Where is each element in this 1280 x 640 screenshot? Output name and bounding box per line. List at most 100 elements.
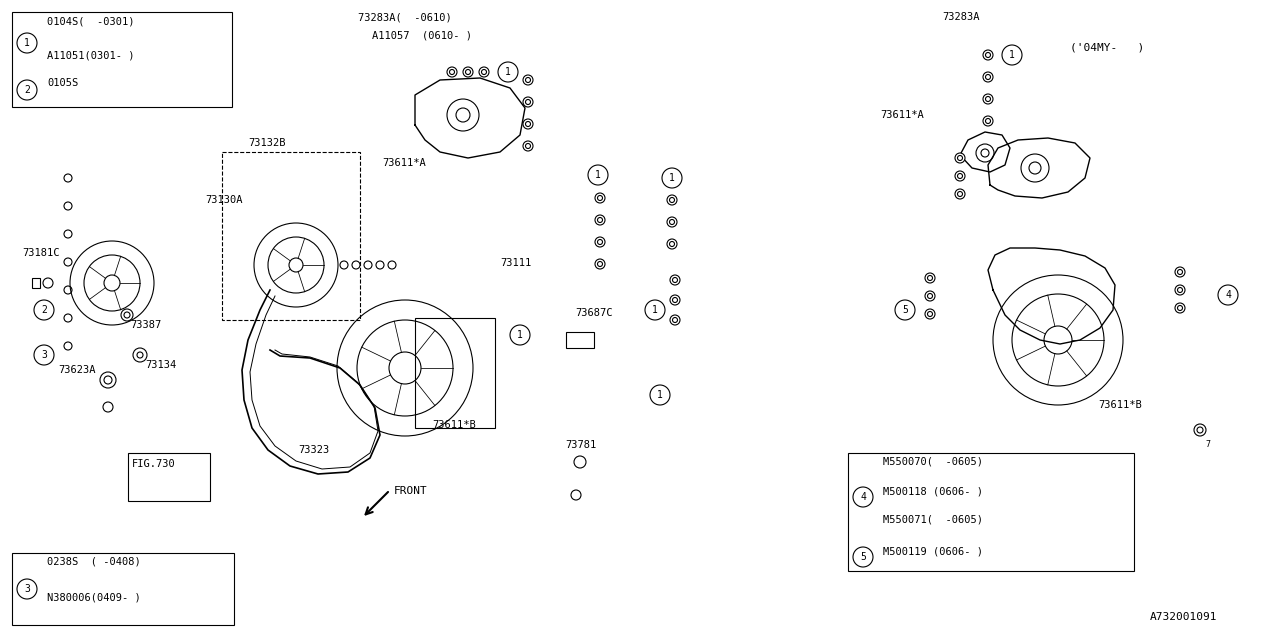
Circle shape bbox=[925, 291, 934, 301]
Circle shape bbox=[667, 239, 677, 249]
Text: 1: 1 bbox=[506, 67, 511, 77]
Text: 1: 1 bbox=[669, 173, 675, 183]
Circle shape bbox=[983, 94, 993, 104]
Text: 73323: 73323 bbox=[298, 445, 329, 455]
Circle shape bbox=[479, 67, 489, 77]
Circle shape bbox=[595, 237, 605, 247]
Circle shape bbox=[64, 286, 72, 294]
Text: 5: 5 bbox=[860, 552, 867, 562]
Circle shape bbox=[595, 259, 605, 269]
Circle shape bbox=[376, 261, 384, 269]
Text: 0104S(  -0301): 0104S( -0301) bbox=[47, 16, 134, 26]
Bar bbox=[849, 453, 1134, 571]
Text: 2: 2 bbox=[41, 305, 47, 315]
Circle shape bbox=[17, 33, 37, 53]
Text: 1: 1 bbox=[1009, 50, 1015, 60]
Circle shape bbox=[1175, 267, 1185, 277]
Text: A11057  (0610- ): A11057 (0610- ) bbox=[372, 30, 472, 40]
Text: 73283A(  -0610): 73283A( -0610) bbox=[358, 12, 452, 22]
Circle shape bbox=[1002, 45, 1021, 65]
Text: M550071(  -0605): M550071( -0605) bbox=[883, 515, 983, 525]
Text: 73387: 73387 bbox=[131, 320, 161, 330]
Bar bbox=[128, 453, 210, 501]
Text: 73134: 73134 bbox=[145, 360, 177, 370]
Circle shape bbox=[498, 62, 518, 82]
Text: ('04MY-   ): ('04MY- ) bbox=[1070, 42, 1144, 52]
Bar bbox=[415, 318, 495, 428]
Text: 3: 3 bbox=[41, 350, 47, 360]
Circle shape bbox=[588, 165, 608, 185]
Text: 73132B: 73132B bbox=[248, 138, 285, 148]
Circle shape bbox=[955, 171, 965, 181]
Circle shape bbox=[895, 300, 915, 320]
Circle shape bbox=[662, 168, 682, 188]
Circle shape bbox=[524, 141, 532, 151]
Bar bbox=[12, 12, 232, 107]
Text: 1: 1 bbox=[657, 390, 663, 400]
Text: 73781: 73781 bbox=[564, 440, 596, 450]
Circle shape bbox=[524, 97, 532, 107]
Circle shape bbox=[64, 342, 72, 350]
Circle shape bbox=[955, 189, 965, 199]
Circle shape bbox=[364, 261, 372, 269]
Bar bbox=[566, 332, 594, 348]
Circle shape bbox=[852, 487, 873, 507]
Circle shape bbox=[669, 275, 680, 285]
Circle shape bbox=[64, 230, 72, 238]
Text: 3: 3 bbox=[24, 584, 29, 594]
Text: A732001091: A732001091 bbox=[1149, 612, 1217, 622]
Text: 2: 2 bbox=[24, 85, 29, 95]
Circle shape bbox=[983, 50, 993, 60]
Text: 73611*B: 73611*B bbox=[1098, 400, 1142, 410]
Circle shape bbox=[667, 195, 677, 205]
Text: A11051(0301- ): A11051(0301- ) bbox=[47, 50, 134, 60]
Text: 73611*A: 73611*A bbox=[881, 110, 924, 120]
Circle shape bbox=[352, 261, 360, 269]
Circle shape bbox=[669, 295, 680, 305]
Text: 4: 4 bbox=[860, 492, 867, 502]
Text: 1: 1 bbox=[517, 330, 524, 340]
Text: 73111: 73111 bbox=[500, 258, 531, 268]
Text: 4: 4 bbox=[1225, 290, 1231, 300]
Text: N380006(0409- ): N380006(0409- ) bbox=[47, 593, 141, 603]
Circle shape bbox=[645, 300, 666, 320]
Circle shape bbox=[463, 67, 474, 77]
Text: 0238S  ( -0408): 0238S ( -0408) bbox=[47, 557, 141, 567]
Text: M500119 (0606- ): M500119 (0606- ) bbox=[883, 546, 983, 556]
Text: 73623A: 73623A bbox=[58, 365, 96, 375]
Text: FIG.730: FIG.730 bbox=[132, 459, 175, 469]
Circle shape bbox=[447, 67, 457, 77]
Text: 1: 1 bbox=[24, 38, 29, 48]
Circle shape bbox=[1175, 303, 1185, 313]
Circle shape bbox=[925, 309, 934, 319]
Text: 0105S: 0105S bbox=[47, 78, 78, 88]
Text: FRONT: FRONT bbox=[394, 486, 428, 496]
Circle shape bbox=[1219, 285, 1238, 305]
Text: 73687C: 73687C bbox=[575, 308, 613, 318]
Text: 73130A: 73130A bbox=[205, 195, 242, 205]
Circle shape bbox=[340, 261, 348, 269]
Text: 73181C: 73181C bbox=[22, 248, 59, 258]
Bar bbox=[12, 553, 234, 625]
Text: 73283A: 73283A bbox=[942, 12, 979, 22]
Circle shape bbox=[35, 345, 54, 365]
Text: 73611*A: 73611*A bbox=[381, 158, 426, 168]
Circle shape bbox=[983, 116, 993, 126]
Circle shape bbox=[983, 72, 993, 82]
Circle shape bbox=[17, 579, 37, 599]
Circle shape bbox=[388, 261, 396, 269]
Circle shape bbox=[1175, 285, 1185, 295]
Circle shape bbox=[64, 314, 72, 322]
Circle shape bbox=[17, 80, 37, 100]
Text: 5: 5 bbox=[902, 305, 908, 315]
Bar bbox=[32, 278, 40, 288]
Circle shape bbox=[667, 217, 677, 227]
Text: 73611*B: 73611*B bbox=[433, 420, 476, 430]
Circle shape bbox=[64, 174, 72, 182]
Circle shape bbox=[650, 385, 669, 405]
Text: M500118 (0606- ): M500118 (0606- ) bbox=[883, 486, 983, 496]
Circle shape bbox=[64, 202, 72, 210]
Bar bbox=[221, 152, 360, 320]
Circle shape bbox=[64, 258, 72, 266]
Circle shape bbox=[852, 547, 873, 567]
